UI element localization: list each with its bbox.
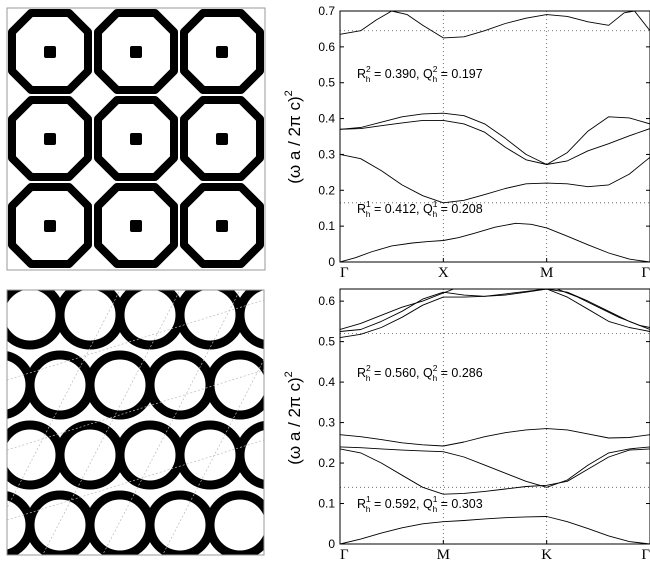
band-curve — [340, 112, 650, 165]
band-curve — [340, 446, 650, 488]
y-tick-label: 0.4 — [318, 112, 335, 126]
y-tick-label: 0.6 — [318, 294, 335, 308]
band-curve — [340, 153, 650, 204]
y-tick-label: 0 — [328, 537, 335, 551]
y-tick-label: 0.6 — [318, 40, 335, 54]
band-curve — [556, 289, 650, 328]
y-tick-label: 0.5 — [318, 76, 335, 90]
y-tick-label: 0.1 — [318, 497, 335, 511]
k-point-label: M — [437, 547, 450, 563]
band-curve — [340, 11, 650, 39]
band-curve — [340, 289, 464, 330]
y-tick-label: 0.3 — [318, 416, 335, 430]
band-curve — [340, 516, 650, 545]
band-curve — [340, 289, 650, 339]
y-tick-label: 0.3 — [318, 147, 335, 161]
k-point-label: Γ — [340, 265, 349, 281]
band-curve — [340, 448, 650, 495]
annotation-band-1: R1 h = 0.412, Q1 h = 0.208 — [357, 199, 483, 219]
k-point-label: Γ — [340, 547, 349, 563]
y-axis-label: (ω a / 2π c)2 — [283, 371, 304, 464]
y-axis-label: (ω a / 2π c)2 — [283, 90, 304, 183]
y-tick-label: 0.7 — [318, 4, 335, 18]
band-curve — [340, 119, 650, 165]
plot-frame — [339, 10, 650, 263]
y-tick-label: 0.2 — [318, 183, 335, 197]
plot-frame — [339, 288, 650, 545]
y-tick-label: 0.2 — [318, 456, 335, 470]
band-curve — [340, 222, 650, 263]
k-point-label: K — [541, 547, 552, 563]
band-curve — [340, 289, 650, 332]
hexagonal-lattice-structure — [6, 289, 265, 556]
k-point-label: Γ — [641, 265, 650, 281]
band-diagram-square: (ω a / 2π c)2 0 0.1 0.2 0.3 0.4 0.5 0.6 0.7 Γ X M Γ… — [283, 4, 650, 281]
k-point-label: M — [540, 265, 553, 281]
annotation-band-1: R1 h = 0.592, Q1 h = 0.303 — [357, 494, 483, 514]
annotation-band-2: R2 h = 0.560, Q2 h = 0.286 — [357, 363, 483, 383]
y-tick-label: 0.1 — [318, 219, 335, 233]
square-lattice-structure — [6, 7, 266, 271]
band-curve — [340, 428, 650, 447]
k-point-label: Γ — [641, 547, 650, 563]
y-tick-label: 0 — [328, 255, 335, 269]
k-point-label: X — [438, 265, 449, 281]
y-tick-label: 0.4 — [318, 375, 335, 389]
band-diagram-hexagonal: (ω a / 2π c)2 0 0.1 0.2 0.3 0.4 0.5 0.6 Γ M K Γ R2… — [283, 288, 650, 563]
y-tick-label: 0.5 — [318, 335, 335, 349]
annotation-band-2: R2 h = 0.390, Q2 h = 0.197 — [357, 64, 483, 84]
